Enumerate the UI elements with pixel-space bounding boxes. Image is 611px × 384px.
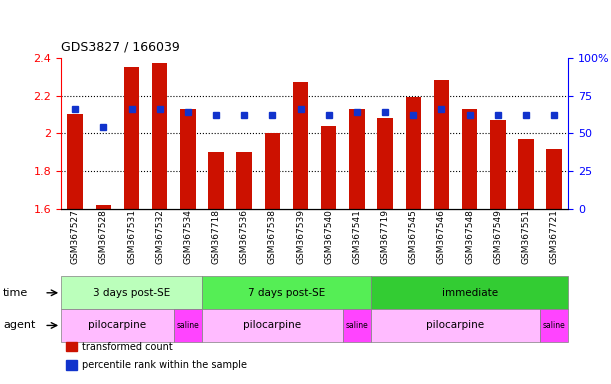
Bar	[490, 120, 505, 209]
Text: GSM367540: GSM367540	[324, 209, 333, 264]
Bar	[462, 109, 477, 209]
Text: GSM367546: GSM367546	[437, 209, 446, 264]
Text: saline: saline	[177, 321, 199, 330]
Bar	[124, 67, 139, 209]
Text: pilocarpine: pilocarpine	[243, 320, 301, 331]
Text: GSM367541: GSM367541	[353, 209, 362, 264]
Bar	[236, 152, 252, 209]
Text: GSM367534: GSM367534	[183, 209, 192, 264]
Bar	[378, 118, 393, 209]
Bar	[540, 309, 568, 342]
Bar	[293, 82, 309, 209]
Bar	[321, 126, 337, 209]
Bar	[66, 361, 78, 370]
Text: pilocarpine: pilocarpine	[89, 320, 147, 331]
Text: GSM367551: GSM367551	[521, 209, 530, 264]
Text: GSM367548: GSM367548	[465, 209, 474, 264]
Bar	[174, 309, 202, 342]
Text: time: time	[3, 288, 28, 298]
Text: percentile rank within the sample: percentile rank within the sample	[82, 360, 247, 370]
Text: GSM367549: GSM367549	[493, 209, 502, 264]
Bar	[406, 98, 421, 209]
Text: GSM367539: GSM367539	[296, 209, 305, 264]
Text: GSM367532: GSM367532	[155, 209, 164, 264]
Bar	[371, 309, 540, 342]
Text: 7 days post-SE: 7 days post-SE	[248, 288, 325, 298]
Bar	[180, 109, 196, 209]
Text: saline: saline	[346, 321, 368, 330]
Text: GSM367527: GSM367527	[71, 209, 79, 264]
Bar	[152, 63, 167, 209]
Text: GSM367531: GSM367531	[127, 209, 136, 264]
Text: GSM367719: GSM367719	[381, 209, 390, 264]
Text: GSM367538: GSM367538	[268, 209, 277, 264]
Text: GSM367536: GSM367536	[240, 209, 249, 264]
Bar	[343, 309, 371, 342]
Text: GDS3827 / 166039: GDS3827 / 166039	[61, 41, 180, 54]
Bar	[95, 205, 111, 209]
Bar	[61, 309, 174, 342]
Text: pilocarpine: pilocarpine	[426, 320, 485, 331]
Text: GSM367721: GSM367721	[550, 209, 558, 264]
Text: agent: agent	[3, 320, 35, 331]
Text: GSM367528: GSM367528	[99, 209, 108, 264]
Bar	[546, 149, 562, 209]
Text: saline: saline	[543, 321, 566, 330]
Bar	[61, 276, 202, 309]
Bar	[202, 276, 371, 309]
Text: GSM367545: GSM367545	[409, 209, 418, 264]
Text: immediate: immediate	[442, 288, 498, 298]
Bar	[67, 114, 83, 209]
Bar	[208, 152, 224, 209]
Bar	[265, 134, 280, 209]
Text: transformed count: transformed count	[82, 342, 173, 352]
Text: GSM367718: GSM367718	[211, 209, 221, 264]
Bar	[202, 309, 343, 342]
Bar	[66, 342, 78, 351]
Bar	[434, 80, 449, 209]
Bar	[349, 109, 365, 209]
Bar	[371, 276, 568, 309]
Bar	[518, 139, 534, 209]
Text: 3 days post-SE: 3 days post-SE	[93, 288, 170, 298]
